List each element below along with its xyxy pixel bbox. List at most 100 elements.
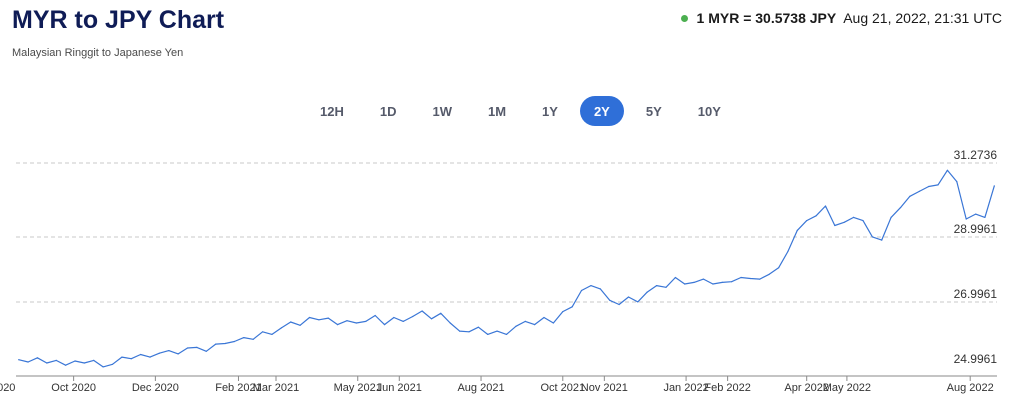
data-point <box>712 283 714 285</box>
rate-value: 1 MYR = 30.5738 JPY <box>696 10 837 26</box>
data-point <box>834 224 836 227</box>
data-point <box>196 346 198 348</box>
range-1d-button[interactable]: 1D <box>366 96 411 126</box>
data-point <box>862 220 864 222</box>
data-point <box>402 320 404 322</box>
data-point <box>627 296 630 298</box>
data-point <box>233 340 235 343</box>
range-1w-button[interactable]: 1W <box>418 96 466 126</box>
data-point <box>290 321 292 323</box>
data-point <box>759 278 761 280</box>
page-subtitle: Malaysian Ringgit to Japanese Yen <box>12 47 184 59</box>
data-point <box>871 236 874 238</box>
data-point <box>618 303 620 306</box>
data-point <box>93 359 95 361</box>
range-1y-button[interactable]: 1Y <box>528 96 572 126</box>
data-point <box>393 316 395 319</box>
data-point <box>796 229 798 231</box>
data-point <box>562 311 564 313</box>
data-point <box>524 320 526 322</box>
data-point <box>383 324 386 326</box>
data-point <box>984 216 986 218</box>
data-point <box>637 301 639 303</box>
x-tick-label: Jan 2022 <box>663 382 708 394</box>
y-tick-label: 31.2736 <box>954 148 998 162</box>
data-point <box>918 190 920 192</box>
data-point <box>299 324 301 326</box>
range-2y-button[interactable]: 2Y <box>579 96 624 126</box>
range-10y-button[interactable]: 10Y <box>684 96 735 126</box>
time-range-selector: 12H 1D 1W 1M 1Y 2Y 5Y 10Y <box>306 96 735 126</box>
data-point <box>421 310 423 312</box>
data-point <box>412 315 414 318</box>
x-tick-label: Apr 2022 <box>784 382 829 394</box>
data-point <box>749 277 752 280</box>
data-point <box>768 273 770 275</box>
data-point <box>928 185 930 188</box>
data-point <box>327 317 329 319</box>
data-point <box>496 330 498 332</box>
data-point <box>975 213 977 215</box>
data-point <box>543 316 545 319</box>
data-point <box>599 288 601 290</box>
data-point <box>778 267 780 269</box>
data-point <box>731 281 733 283</box>
data-point <box>843 221 845 223</box>
range-5y-button[interactable]: 5Y <box>632 96 676 126</box>
data-point <box>665 286 667 288</box>
data-point <box>590 285 592 287</box>
data-point <box>74 360 76 362</box>
data-point <box>693 281 695 283</box>
live-status-dot-icon <box>680 14 688 22</box>
data-point <box>308 316 311 319</box>
x-tick-label: May 2022 <box>823 382 871 394</box>
data-point <box>262 331 264 333</box>
data-point <box>318 319 320 321</box>
data-point <box>168 350 170 352</box>
data-point <box>55 359 57 361</box>
data-point <box>937 184 939 186</box>
range-1m-button[interactable]: 1M <box>474 96 520 126</box>
data-point <box>740 276 742 279</box>
data-point <box>505 333 508 335</box>
x-tick-label: Oct 2020 <box>51 382 96 394</box>
x-tick-label: Mar 2021 <box>253 382 299 394</box>
x-tick-label: Aug 2021 <box>457 382 504 394</box>
data-point <box>158 352 160 354</box>
x-tick-label: Aug 2022 <box>947 382 994 394</box>
current-rate: 1 MYR = 30.5738 JPY Aug 21, 2022, 21:31 … <box>680 10 1002 26</box>
data-point <box>459 330 461 332</box>
data-point <box>186 347 189 349</box>
y-tick-label: 24.9961 <box>954 352 998 366</box>
data-point <box>956 181 958 183</box>
x-tick-label: Feb 2022 <box>704 382 750 394</box>
data-point <box>102 366 104 368</box>
y-tick-label: 26.9961 <box>954 287 998 301</box>
y-tick-label: 28.9961 <box>954 222 998 236</box>
data-point <box>853 216 855 218</box>
data-point <box>140 353 142 356</box>
data-point <box>993 185 995 187</box>
data-point <box>909 195 911 197</box>
range-12h-button[interactable]: 12H <box>306 96 358 126</box>
data-point <box>280 327 282 329</box>
data-point <box>787 250 789 253</box>
x-tick-label: May 2021 <box>334 382 382 394</box>
data-point <box>149 356 151 358</box>
data-point <box>674 276 677 279</box>
data-point <box>36 357 39 359</box>
data-point <box>83 362 85 364</box>
data-point <box>477 326 479 328</box>
data-point <box>365 320 367 322</box>
data-point <box>27 361 29 363</box>
data-point <box>111 363 114 365</box>
x-tick-label: Dec 2020 <box>132 382 179 394</box>
data-point <box>899 207 902 209</box>
data-point <box>346 320 348 322</box>
x-tick-label: Jun 2021 <box>377 382 422 394</box>
data-point <box>440 312 442 314</box>
data-point <box>18 359 20 361</box>
data-point <box>243 337 245 339</box>
data-point <box>205 350 207 352</box>
